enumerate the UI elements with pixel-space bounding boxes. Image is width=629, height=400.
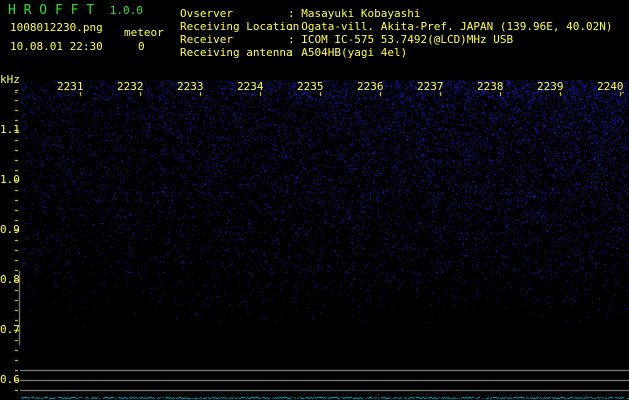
- y-tick-label: 1.0: [0, 173, 20, 186]
- info-label: Receiving antenna: [180, 46, 293, 59]
- x-tick-label: 2239: [537, 80, 564, 93]
- x-tick-label: 2240: [597, 80, 624, 93]
- y-unit-label: kHz: [0, 73, 20, 86]
- y-tick-label: 0.9: [0, 223, 20, 236]
- meteor-count: 0: [138, 40, 145, 53]
- y-tick-label: 0.8: [0, 273, 20, 286]
- x-tick-label: 2232: [117, 80, 144, 93]
- info-label: Ovserver: [180, 7, 233, 20]
- file-datetime: 10.08.01 22:30: [10, 40, 103, 53]
- x-tick-label: 2238: [477, 80, 504, 93]
- info-label: Receiving Location: [180, 20, 300, 33]
- x-tick-label: 2236: [357, 80, 384, 93]
- meteor-label: meteor: [124, 26, 164, 39]
- info-value: : Ogata-vill. Akita-Pref. JAPAN (139.96E…: [288, 20, 613, 33]
- x-tick-label: 2237: [417, 80, 444, 93]
- x-tick-label: 2231: [57, 80, 84, 93]
- info-value: : A504HB(yagi 4el): [288, 46, 408, 59]
- info-value: : ICOM IC-575 53.7492(@LCD)MHz USB: [288, 33, 514, 46]
- y-tick-label: 0.7: [0, 323, 20, 336]
- x-tick-label: 2235: [297, 80, 324, 93]
- info-value: : Masayuki Kobayashi: [288, 7, 421, 20]
- app-title: H R O F F T 1.0.0: [8, 3, 143, 18]
- x-tick-label: 2234: [237, 80, 264, 93]
- y-tick-label: 1.1: [0, 123, 20, 136]
- info-label: Receiver: [180, 33, 233, 46]
- x-tick-label: 2233: [177, 80, 204, 93]
- y-tick-label: 0.6: [0, 373, 20, 386]
- file-name: 1008012230.png: [10, 21, 103, 34]
